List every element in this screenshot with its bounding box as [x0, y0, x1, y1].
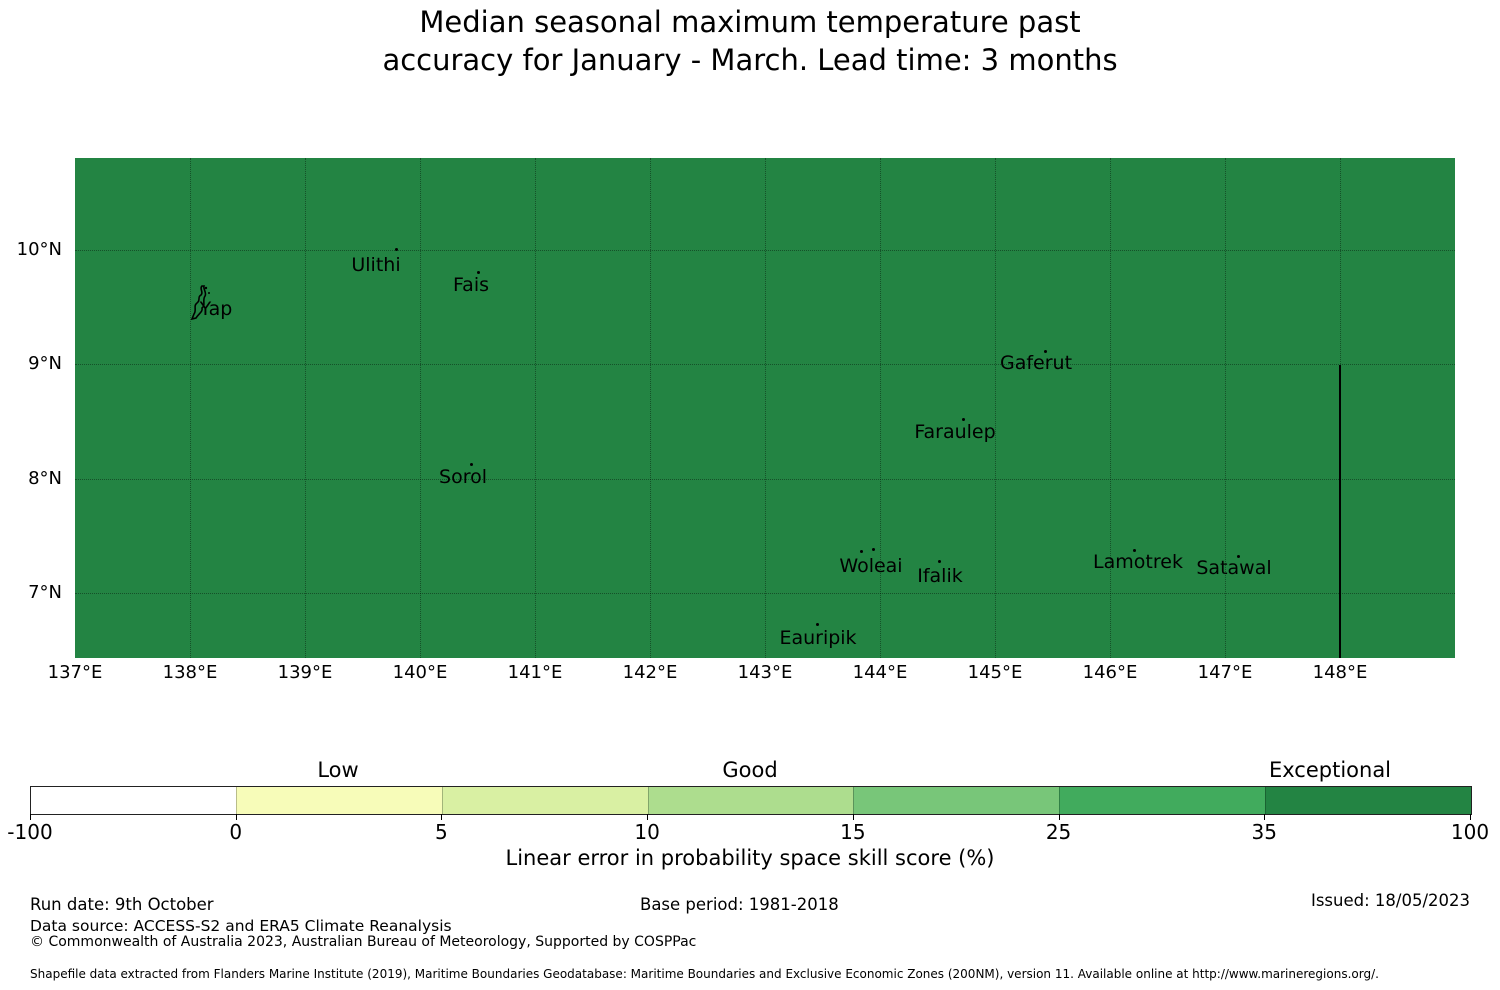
- colorbar-ticklabel-5: 5: [435, 820, 448, 844]
- colorbar-ticklabel-0: 0: [229, 820, 243, 844]
- gridline-horizontal: [75, 364, 1455, 365]
- gridline-horizontal: [75, 250, 1455, 251]
- y-tick-10°N: 10°N: [16, 239, 62, 260]
- island-marker-dot: [470, 463, 473, 466]
- colorbar-tickmark: [852, 814, 854, 820]
- colorbar-ticklabel-10: 10: [634, 820, 660, 844]
- colorbar-ticklabel-100: 100: [1450, 820, 1490, 844]
- gridline-vertical: [305, 158, 306, 658]
- island-label-gaferut: Gaferut: [999, 352, 1073, 374]
- yap-island-outline: [190, 285, 210, 321]
- island-marker-dot: [938, 560, 941, 563]
- x-tick-144°E: 144°E: [852, 662, 908, 683]
- y-tick-7°N: 7°N: [28, 582, 62, 603]
- colorbar-ticklabel--100: -100: [7, 820, 53, 844]
- island-marker-dot: [872, 548, 875, 551]
- colorbar-tickmark: [1264, 814, 1266, 820]
- island-marker-dot: [962, 418, 965, 421]
- gridline-horizontal: [75, 479, 1455, 480]
- gridline-vertical: [1110, 158, 1111, 658]
- colorbar-segment: [235, 787, 442, 814]
- eez-boundary-line: [1339, 365, 1341, 658]
- colorbar-segment: [853, 787, 1060, 814]
- island-marker-dot: [1044, 350, 1047, 353]
- copyright-text: © Commonwealth of Australia 2023, Austra…: [30, 934, 697, 950]
- colorbar-axis-label: Linear error in probability space skill …: [505, 846, 995, 870]
- gridline-vertical: [420, 158, 421, 658]
- shapefile-attribution-text: Shapefile data extracted from Flanders M…: [30, 967, 1379, 981]
- island-label-faraulep: Faraulep: [914, 421, 996, 443]
- colorbar-segment: [441, 787, 648, 814]
- gridline-horizontal: [75, 593, 1455, 594]
- island-label-yap: Yap: [199, 298, 233, 320]
- x-tick-138°E: 138°E: [162, 662, 218, 683]
- colorbar-segment: [31, 787, 236, 814]
- gridline-vertical: [995, 158, 996, 658]
- x-tick-137°E: 137°E: [47, 662, 103, 683]
- x-tick-148°E: 148°E: [1312, 662, 1368, 683]
- colorbar-ticklabel-25: 25: [1045, 820, 1072, 844]
- island-marker-dot: [395, 248, 398, 251]
- gridline-vertical: [765, 158, 766, 658]
- island-marker-dot: [1237, 555, 1240, 558]
- gridline-vertical: [880, 158, 881, 658]
- colorbar-segment: [1265, 787, 1472, 814]
- y-tick-9°N: 9°N: [28, 353, 62, 374]
- x-tick-140°E: 140°E: [392, 662, 448, 683]
- island-marker-dot: [860, 550, 863, 553]
- colorbar-category-low: Low: [317, 758, 359, 782]
- y-tick-8°N: 8°N: [28, 468, 62, 489]
- figure-title-line1: Median seasonal maximum temperature past: [419, 5, 1081, 39]
- x-tick-145°E: 145°E: [967, 662, 1023, 683]
- x-tick-142°E: 142°E: [622, 662, 678, 683]
- colorbar-tickmark: [647, 814, 649, 820]
- island-label-ulithi: Ulithi: [351, 254, 401, 276]
- island-label-fais: Fais: [452, 274, 490, 296]
- gridline-vertical: [1225, 158, 1226, 658]
- gridline-vertical: [190, 158, 191, 658]
- colorbar-ticklabel-15: 15: [840, 820, 866, 844]
- colorbar-tickmark: [30, 814, 31, 820]
- island-label-ifalik: Ifalik: [917, 565, 963, 587]
- x-tick-147°E: 147°E: [1197, 662, 1253, 683]
- colorbar-segment: [647, 787, 854, 814]
- colorbar-tickmark: [441, 814, 443, 820]
- x-tick-143°E: 143°E: [737, 662, 793, 683]
- gridline-vertical: [650, 158, 651, 658]
- x-tick-141°E: 141°E: [507, 662, 563, 683]
- colorbar-category-exceptional: Exceptional: [1268, 758, 1392, 782]
- colorbar-tickmark: [1470, 814, 1471, 820]
- x-tick-139°E: 139°E: [277, 662, 333, 683]
- colorbar-ticklabel-35: 35: [1251, 820, 1278, 844]
- issued-date-text: Issued: 18/05/2023: [1310, 891, 1470, 910]
- island-label-satawal: Satawal: [1196, 557, 1272, 579]
- island-marker-dot: [816, 623, 819, 626]
- island-label-eauripik: Eauripik: [779, 627, 857, 649]
- island-label-woleai: Woleai: [839, 555, 903, 577]
- colorbar: [30, 786, 1472, 815]
- colorbar-tickmark: [1058, 814, 1060, 820]
- base-period-text: Base period: 1981-2018: [640, 895, 839, 914]
- island-label-lamotrek: Lamotrek: [1093, 551, 1183, 573]
- island-marker-dot: [1133, 549, 1136, 552]
- gridline-vertical: [535, 158, 536, 658]
- colorbar-category-good: Good: [722, 758, 778, 782]
- colorbar-tickmark: [235, 814, 237, 820]
- data-source-text: Data source: ACCESS-S2 and ERA5 Climate …: [30, 917, 452, 935]
- island-marker-dot: [477, 271, 480, 274]
- colorbar-segment: [1059, 787, 1266, 814]
- map-area: Yap Ulithi Fais Sorol Gaferut Faraulep Woleai I…: [75, 158, 1455, 658]
- island-label-sorol: Sorol: [439, 466, 487, 488]
- figure-title-line2: accuracy for January - March. Lead time:…: [382, 43, 1118, 77]
- x-tick-146°E: 146°E: [1082, 662, 1138, 683]
- run-date-text: Run date: 9th October: [30, 895, 214, 914]
